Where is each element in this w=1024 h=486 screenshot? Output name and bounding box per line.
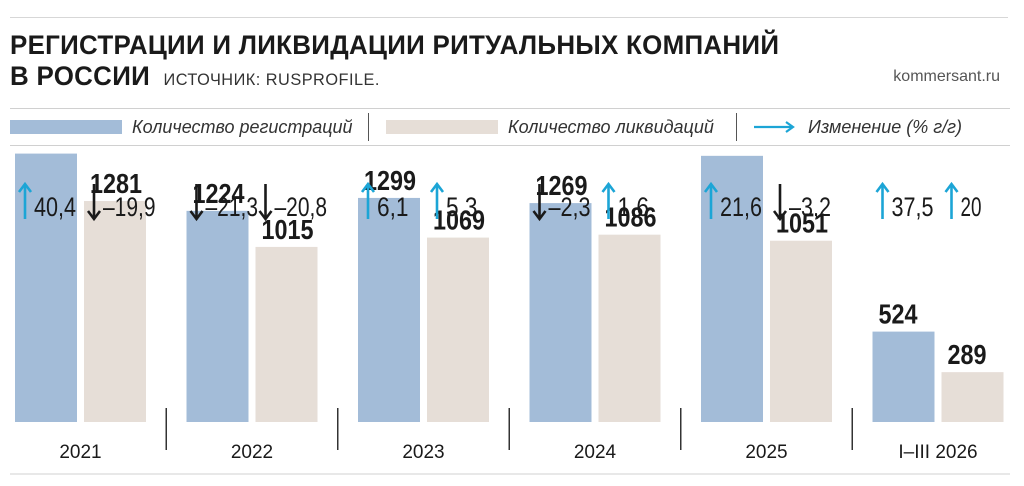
arrow-up-icon — [703, 181, 719, 219]
title-line-2: В РОССИИ ИСТОЧНИК: RUSPROFILE. — [10, 61, 779, 95]
legend-change-label: Изменение (% г/г) — [808, 116, 962, 137]
bar-liquidations — [941, 372, 1004, 422]
category-label: 2025 — [745, 442, 787, 463]
value-label-registrations: 1556 — [21, 150, 73, 152]
legend-liquidations-label: Количество ликвидаций — [508, 116, 714, 137]
arrow-down-icon — [189, 184, 204, 222]
bar-liquidations — [255, 246, 318, 422]
change-label-liquidations: 5,3 — [446, 192, 478, 222]
value-label-liquidations: 1086 — [605, 202, 657, 233]
change-label-registrations: 21,6 — [720, 192, 762, 222]
category-label: 2021 — [59, 442, 101, 463]
arrow-up-icon — [360, 181, 376, 219]
change-label-registrations: –21,3 — [206, 192, 259, 222]
registrations-swatch — [10, 120, 122, 134]
bar-registrations — [186, 210, 249, 422]
site-name: kommersant.ru — [893, 68, 1000, 85]
value-label-liquidations: 1015 — [262, 214, 314, 245]
value-label-liquidations: 1281 — [90, 168, 142, 199]
arrow-down-icon — [532, 184, 547, 222]
category-label: I–III 2026 — [898, 442, 977, 463]
bar-liquidations — [598, 234, 661, 422]
arrow-up-icon — [429, 181, 445, 219]
arrow-up-icon — [17, 181, 33, 219]
arrow-down-icon — [86, 184, 102, 222]
change-label-registrations: 40,4 — [34, 192, 76, 222]
value-label-registrations: 1543 — [707, 150, 759, 154]
change-label-registrations: 37,5 — [892, 192, 934, 222]
value-label-liquidations: 1069 — [433, 205, 485, 236]
arrow-down-icon — [258, 184, 273, 222]
arrow-up-icon — [944, 181, 959, 219]
change-label-liquidations: –3,2 — [789, 192, 831, 222]
change-label-liquidations: 1,6 — [618, 192, 650, 222]
bar-registrations — [358, 197, 420, 422]
legend-separator — [368, 113, 369, 141]
bar-registrations — [872, 331, 935, 422]
legend-separator — [736, 113, 737, 141]
category-label: 2022 — [231, 442, 273, 463]
legend-registrations: Количество регистраций — [10, 109, 353, 145]
legend-liquidations: Количество ликвидаций — [386, 109, 714, 145]
top-rule — [10, 17, 1008, 18]
value-label-registrations: 524 — [879, 299, 918, 330]
title-line-2-text: В РОССИИ — [10, 61, 151, 91]
bar-liquidations — [770, 240, 832, 422]
change-label-registrations: 6,1 — [377, 192, 409, 222]
legend: Количество регистраций Количество ликвид… — [10, 108, 1010, 146]
legend-change: Изменение (% г/г) — [754, 109, 962, 145]
arrow-down-icon — [772, 184, 788, 222]
change-label-liquidations: –19,9 — [103, 192, 156, 222]
arrow-up-icon — [601, 181, 616, 219]
arrow-up-icon — [875, 181, 890, 219]
change-label-liquidations: –20,8 — [275, 192, 328, 222]
value-label-registrations: 1269 — [536, 170, 588, 201]
source-note: ИСТОЧНИК: RUSPROFILE. — [163, 70, 380, 89]
category-label: 2024 — [574, 442, 617, 463]
chart-title: РЕГИСТРАЦИИ И ЛИКВИДАЦИИ РИТУАЛЬНЫХ КОМП… — [10, 30, 779, 95]
arrow-right-icon — [754, 121, 795, 133]
bar-liquidations — [84, 201, 146, 422]
title-line-1: РЕГИСТРАЦИИ И ЛИКВИДАЦИИ РИТУАЛЬНЫХ КОМП… — [10, 30, 780, 60]
bar-liquidations — [427, 237, 489, 422]
value-label-liquidations: 289 — [948, 339, 987, 370]
legend-registrations-label: Количество регистраций — [132, 116, 353, 137]
liquidations-swatch — [386, 120, 498, 134]
change-label-registrations: –2,3 — [549, 192, 591, 222]
change-label-liquidations: 20 — [961, 192, 982, 222]
category-label: 2023 — [402, 442, 444, 463]
value-label-registrations: 1224 — [193, 178, 245, 209]
bar-registrations — [529, 203, 592, 422]
